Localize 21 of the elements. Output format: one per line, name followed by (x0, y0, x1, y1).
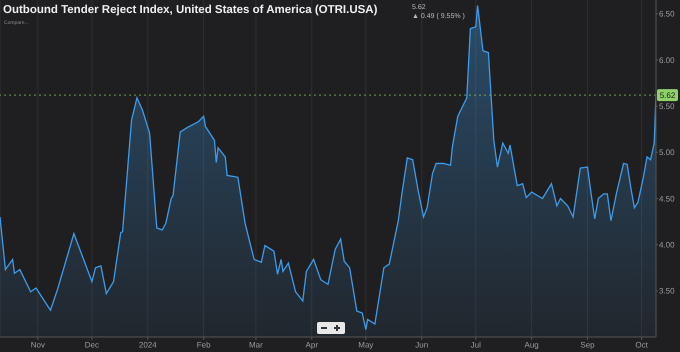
y-tick-label: 4.50 (659, 194, 676, 204)
y-tick-label: 5.00 (659, 148, 676, 158)
x-tick-label: Jul (470, 340, 482, 350)
y-tick-label: 6.00 (659, 56, 676, 65)
x-tick-label: Sep (580, 340, 596, 350)
y-tick-label: 4.00 (659, 240, 676, 250)
x-tick-label: Aug (524, 340, 539, 350)
y-tick-label: 6.50 (659, 10, 676, 19)
x-tick-label: Dec (84, 340, 100, 350)
y-tick-label: 5.50 (659, 102, 676, 112)
x-tick-label: 2024 (138, 340, 158, 350)
x-tick-label: Mar (249, 340, 264, 350)
x-tick-label: Feb (196, 340, 212, 350)
x-tick-label: Jun (415, 340, 428, 350)
ref-line-label: 5.62 (660, 91, 676, 100)
x-tick-label: Oct (635, 340, 649, 350)
y-tick-label: 3.50 (659, 286, 676, 296)
x-tick-label: Apr (306, 340, 318, 350)
x-tick-label: Nov (30, 340, 45, 350)
chart-title: Outbound Tender Reject Index, United States of America (OTRI.USA) (3, 4, 378, 16)
x-tick-label: May (358, 340, 374, 350)
